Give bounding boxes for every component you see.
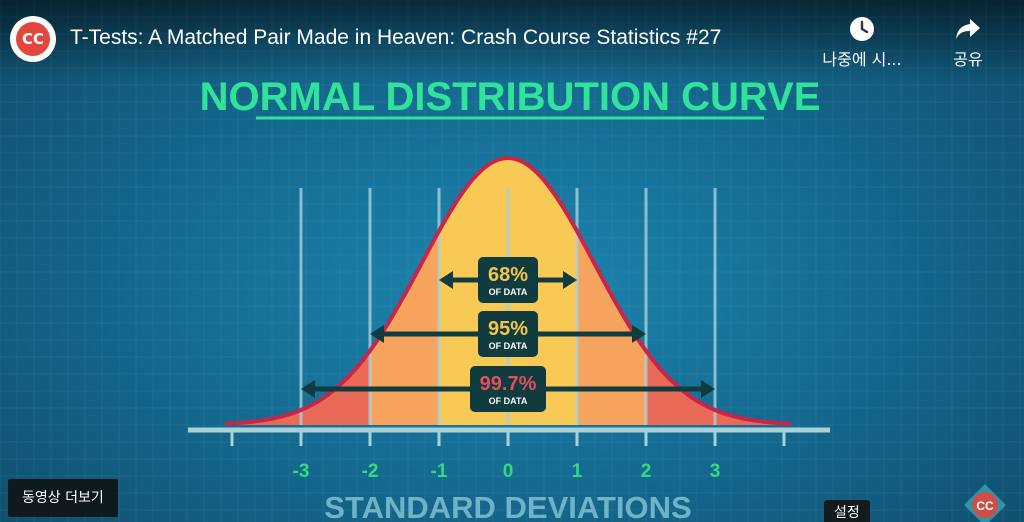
band-label-box — [478, 311, 538, 357]
band-3: 99.7%OF DATA — [301, 366, 715, 412]
band-sublabel: OF DATA — [489, 341, 528, 351]
curve-fill-tail-left — [225, 350, 370, 425]
band-sublabel: OF DATA — [489, 287, 528, 297]
band-1: 68%OF DATA — [439, 257, 577, 303]
watermark-logo-text: CC — [976, 499, 994, 513]
watch-later-button[interactable]: 나중에 시... — [812, 16, 912, 70]
x-axis: -3 -2 -1 0 1 2 3 — [188, 427, 830, 482]
band-2: 95%OF DATA — [370, 311, 646, 357]
watch-later-label: 나중에 시... — [822, 50, 902, 69]
axis-tick-label: -2 — [362, 461, 379, 482]
band-label-box — [470, 366, 546, 412]
band-arrowhead-left — [301, 380, 315, 398]
band-arrowhead-left — [439, 271, 453, 289]
player-top-bar: CC T-Tests: A Matched Pair Made in Heave… — [0, 0, 1024, 80]
band-arrowhead-right — [632, 325, 646, 343]
axis-tick-label: 2 — [641, 461, 652, 482]
channel-avatar[interactable]: CC — [10, 16, 56, 62]
more-videos-button[interactable]: 동영상 더보기 — [8, 479, 118, 517]
clock-icon — [850, 17, 874, 41]
curve-fill-tail-right — [646, 350, 791, 425]
share-arrow-icon — [956, 19, 980, 39]
band-arrowhead-right — [701, 380, 715, 398]
curve-outline — [224, 155, 792, 426]
axis-tick-label: 1 — [572, 461, 583, 482]
x-axis-label: STANDARD DEVIATIONS — [324, 490, 691, 522]
band-percent: 68% — [488, 264, 528, 286]
video-title[interactable]: T-Tests: A Matched Pair Made in Heaven: … — [70, 26, 722, 49]
band-arrowhead-right — [563, 271, 577, 289]
axis-tick-label: -3 — [293, 461, 310, 482]
channel-logo: CC — [16, 22, 50, 56]
axis-tick-label: 0 — [503, 461, 514, 482]
share-button[interactable]: 공유 — [918, 16, 1018, 70]
slide-title: NORMAL DISTRIBUTION CURVE — [200, 75, 821, 119]
band-arrowhead-left — [370, 325, 384, 343]
band-percent: 95% — [488, 318, 528, 340]
axis-tick-label: 3 — [710, 461, 721, 482]
axis-tick-label: -1 — [431, 461, 448, 482]
band-percent: 99.7% — [480, 373, 537, 395]
settings-tooltip: 설정 — [824, 500, 870, 522]
band-sublabel: OF DATA — [489, 396, 528, 406]
share-label: 공유 — [953, 50, 983, 69]
band-label-box — [478, 257, 538, 303]
curve-fill-mid-right — [577, 231, 646, 425]
curve-fill-mid-left — [370, 231, 439, 425]
channel-watermark[interactable]: CC — [962, 482, 1008, 522]
